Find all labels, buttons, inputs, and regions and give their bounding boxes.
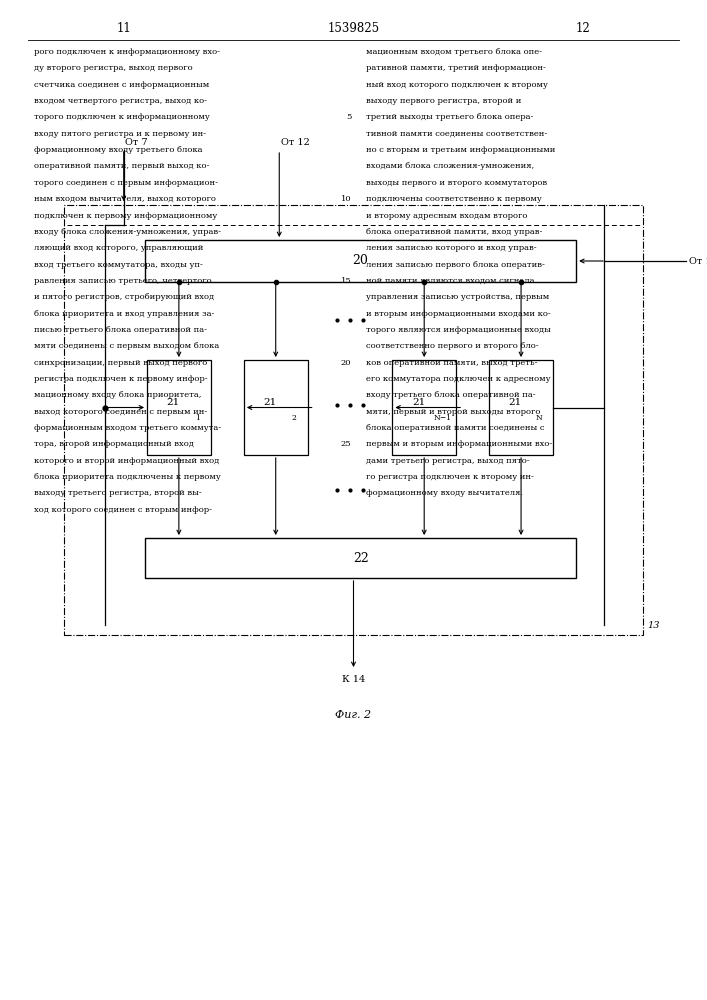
Text: 13: 13 — [647, 621, 660, 630]
Bar — [64, 205, 643, 635]
Text: ративной памяти, третий информацион-: ративной памяти, третий информацион- — [366, 64, 546, 72]
Text: его коммутатора подключен к адресному: его коммутатора подключен к адресному — [366, 375, 551, 383]
Text: подключены соответственно к первому: подключены соответственно к первому — [366, 195, 542, 203]
Text: счетчика соединен с информационным: счетчика соединен с информационным — [34, 81, 209, 89]
Text: соответственно первого и второго бло-: соответственно первого и второго бло- — [366, 342, 539, 350]
Text: блока оперативной памяти, вход управ-: блока оперативной памяти, вход управ- — [366, 228, 542, 236]
Text: мационным входом третьего блока опе-: мационным входом третьего блока опе- — [366, 48, 542, 56]
Text: блока приоритета подключены к первому: блока приоритета подключены к первому — [34, 473, 221, 481]
Text: 2: 2 — [292, 414, 296, 422]
Bar — [244, 360, 308, 455]
Text: ления записью которого и вход управ-: ления записью которого и вход управ- — [366, 244, 537, 252]
Text: входу третьего блока оперативной па-: входу третьего блока оперативной па- — [366, 391, 536, 399]
Text: ной памяти являются входом сигнала: ной памяти являются входом сигнала — [366, 277, 534, 285]
Text: формационному входу вычитателя.: формационному входу вычитателя. — [366, 489, 523, 497]
Text: входами блока сложения-умножения,: входами блока сложения-умножения, — [366, 162, 534, 170]
Text: входом четвертого регистра, выход ко-: входом четвертого регистра, выход ко- — [34, 97, 207, 105]
Text: ков оперативной памяти, выход треть-: ков оперативной памяти, выход треть- — [366, 359, 538, 367]
Bar — [145, 240, 576, 282]
Text: выходу первого регистра, второй и: выходу первого регистра, второй и — [366, 97, 522, 105]
Text: 20: 20 — [353, 254, 368, 267]
Text: ляющий вход которого, управляющий: ляющий вход которого, управляющий — [34, 244, 204, 252]
Text: торого подключен к информационному: торого подключен к информационному — [34, 113, 210, 121]
Text: 15: 15 — [341, 277, 351, 285]
Text: Фиг. 2: Фиг. 2 — [335, 710, 372, 720]
Text: ду второго регистра, выход первого: ду второго регистра, выход первого — [34, 64, 192, 72]
Text: выход которого соединен с первым ин-: выход которого соединен с первым ин- — [34, 408, 207, 416]
Text: 1539825: 1539825 — [327, 22, 380, 35]
Text: торого соединен с первым информацион-: торого соединен с первым информацион- — [34, 179, 218, 187]
Text: блока оперативной памяти соединены с: блока оперативной памяти соединены с — [366, 424, 544, 432]
Text: писью третьего блока оперативной па-: писью третьего блока оперативной па- — [34, 326, 207, 334]
Bar — [145, 538, 576, 578]
Text: регистра подключен к первому инфор-: регистра подключен к первому инфор- — [34, 375, 208, 383]
Text: дами третьего регистра, выход пято-: дами третьего регистра, выход пято- — [366, 457, 530, 465]
Text: выходу третьего регистра, второй вы-: выходу третьего регистра, второй вы- — [34, 489, 201, 497]
Text: 21: 21 — [167, 398, 180, 407]
Text: входу блока сложения-умножения, управ-: входу блока сложения-умножения, управ- — [34, 228, 221, 236]
Text: и пятого регистров, стробирующий вход: и пятого регистров, стробирующий вход — [34, 293, 214, 301]
Text: которого и второй информационный вход: которого и второй информационный вход — [34, 457, 219, 465]
Text: формационным входом третьего коммута-: формационным входом третьего коммута- — [34, 424, 221, 432]
Text: мяти соединены с первым выходом блока: мяти соединены с первым выходом блока — [34, 342, 219, 350]
Text: тора, второй информационный вход: тора, второй информационный вход — [34, 440, 194, 448]
Text: торого являются информационные входы: торого являются информационные входы — [366, 326, 551, 334]
Text: го регистра подключен к второму ин-: го регистра подключен к второму ин- — [366, 473, 534, 481]
Text: 11: 11 — [117, 22, 131, 35]
Text: 22: 22 — [353, 552, 368, 564]
Text: мяти, первый и второй выходы второго: мяти, первый и второй выходы второго — [366, 408, 541, 416]
Text: 5: 5 — [346, 113, 351, 121]
Bar — [489, 360, 553, 455]
Text: ход которого соединен с вторым инфор-: ход которого соединен с вторым инфор- — [34, 506, 212, 514]
Text: вход третьего коммутатора, входы уп-: вход третьего коммутатора, входы уп- — [34, 261, 203, 269]
Text: мационному входу блока приоритета,: мационному входу блока приоритета, — [34, 391, 201, 399]
Text: ный вход которого подключен к второму: ный вход которого подключен к второму — [366, 81, 548, 89]
Text: 1: 1 — [195, 414, 199, 422]
Text: 21: 21 — [264, 398, 276, 407]
Text: От 1: От 1 — [689, 256, 707, 265]
Text: выходы первого и второго коммутаторов: выходы первого и второго коммутаторов — [366, 179, 547, 187]
Text: третий выходы третьего блока опера-: третий выходы третьего блока опера- — [366, 113, 534, 121]
Text: подключен к первому информационному: подключен к первому информационному — [34, 212, 217, 220]
Text: 12: 12 — [576, 22, 590, 35]
Text: 21: 21 — [412, 398, 425, 407]
Text: первым и вторым информационными вхо-: первым и вторым информационными вхо- — [366, 440, 552, 448]
Text: синхронизации, первый выход первого: синхронизации, первый выход первого — [34, 359, 207, 367]
Text: 25: 25 — [341, 440, 351, 448]
Text: формационному входу третьего блока: формационному входу третьего блока — [34, 146, 202, 154]
Text: управления записью устройства, первым: управления записью устройства, первым — [366, 293, 549, 301]
Text: но с вторым и третьим информационными: но с вторым и третьим информационными — [366, 146, 556, 154]
Text: оперативной памяти, первый выход ко-: оперативной памяти, первый выход ко- — [34, 162, 209, 170]
Text: входу пятого регистра и к первому ин-: входу пятого регистра и к первому ин- — [34, 130, 206, 138]
Text: 10: 10 — [341, 195, 351, 203]
Text: блока приоритета и вход управления за-: блока приоритета и вход управления за- — [34, 310, 214, 318]
Text: От 12: От 12 — [281, 138, 310, 147]
Text: ным входом вычитателя, выход которого: ным входом вычитателя, выход которого — [34, 195, 216, 203]
Text: ления записью первого блока оператив-: ления записью первого блока оператив- — [366, 261, 545, 269]
Text: 21: 21 — [509, 398, 522, 407]
Bar — [392, 360, 456, 455]
Bar — [147, 360, 211, 455]
Text: тивной памяти соединены соответствен-: тивной памяти соединены соответствен- — [366, 130, 547, 138]
Text: и вторым информационными входами ко-: и вторым информационными входами ко- — [366, 310, 551, 318]
Text: N−1: N−1 — [433, 414, 452, 422]
Text: 20: 20 — [341, 359, 351, 367]
Text: К 14: К 14 — [342, 675, 365, 684]
Text: От 7: От 7 — [125, 138, 148, 147]
Text: N: N — [536, 414, 543, 422]
Text: и второму адресным входам второго: и второму адресным входам второго — [366, 212, 527, 220]
Text: рого подключен к информационному вхо-: рого подключен к информационному вхо- — [34, 48, 220, 56]
Text: равления записью третьего, четвертого: равления записью третьего, четвертого — [34, 277, 211, 285]
